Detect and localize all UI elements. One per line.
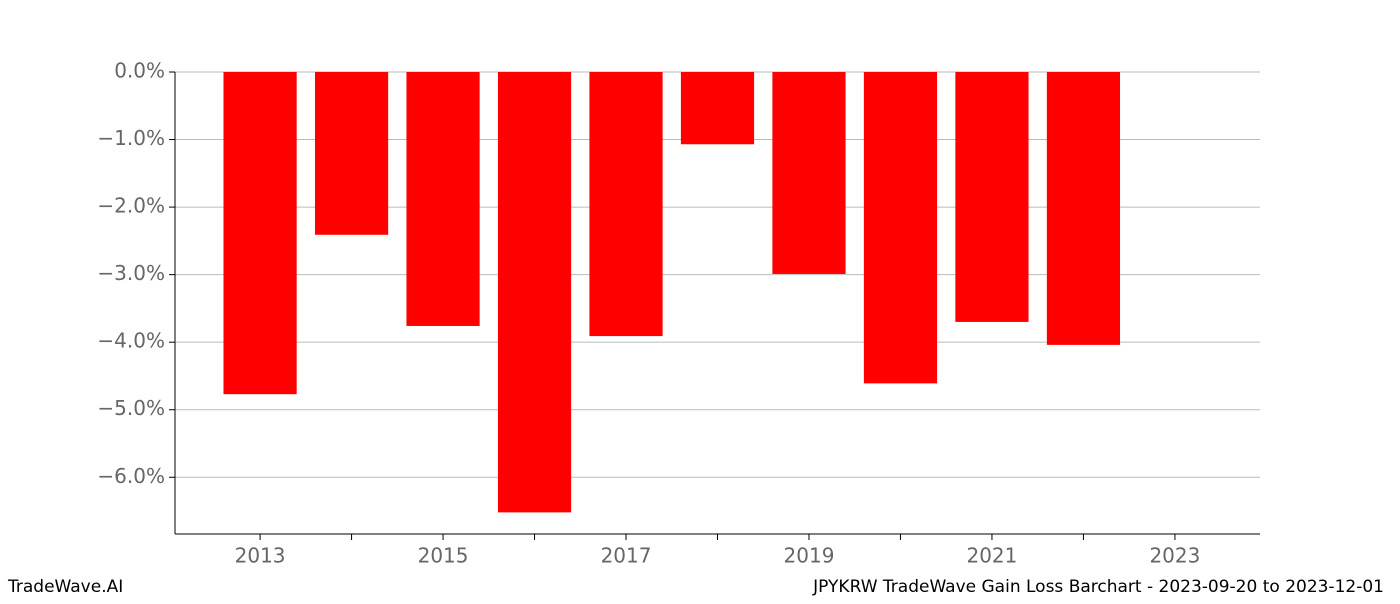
x-tick-label: 2017 [601, 544, 652, 568]
y-tick-label: −3.0% [97, 261, 165, 285]
x-tick-label: 2021 [966, 544, 1017, 568]
y-tick-label: −6.0% [97, 464, 165, 488]
bar [314, 72, 389, 235]
bar [863, 72, 938, 384]
x-tick-label: 2023 [1149, 544, 1200, 568]
bar [955, 72, 1029, 322]
bar [223, 72, 297, 395]
bar [406, 72, 480, 326]
y-tick-label: −1.0% [97, 126, 165, 150]
bar [497, 72, 572, 513]
bar [680, 72, 755, 145]
y-tick-label: 0.0% [114, 59, 165, 83]
x-tick-label: 2013 [235, 544, 286, 568]
y-tick-label: −4.0% [97, 329, 165, 353]
bar [772, 72, 846, 274]
chart-title: JPYKRW TradeWave Gain Loss Barchart - 20… [812, 577, 1384, 597]
x-tick-label: 2019 [784, 544, 835, 568]
source-label: TradeWave.AI [7, 577, 123, 597]
x-tick-label: 2015 [418, 544, 469, 568]
bar [589, 72, 663, 337]
y-tick-label: −2.0% [97, 194, 165, 218]
bar [1046, 72, 1121, 345]
y-tick-label: −5.0% [97, 396, 165, 420]
